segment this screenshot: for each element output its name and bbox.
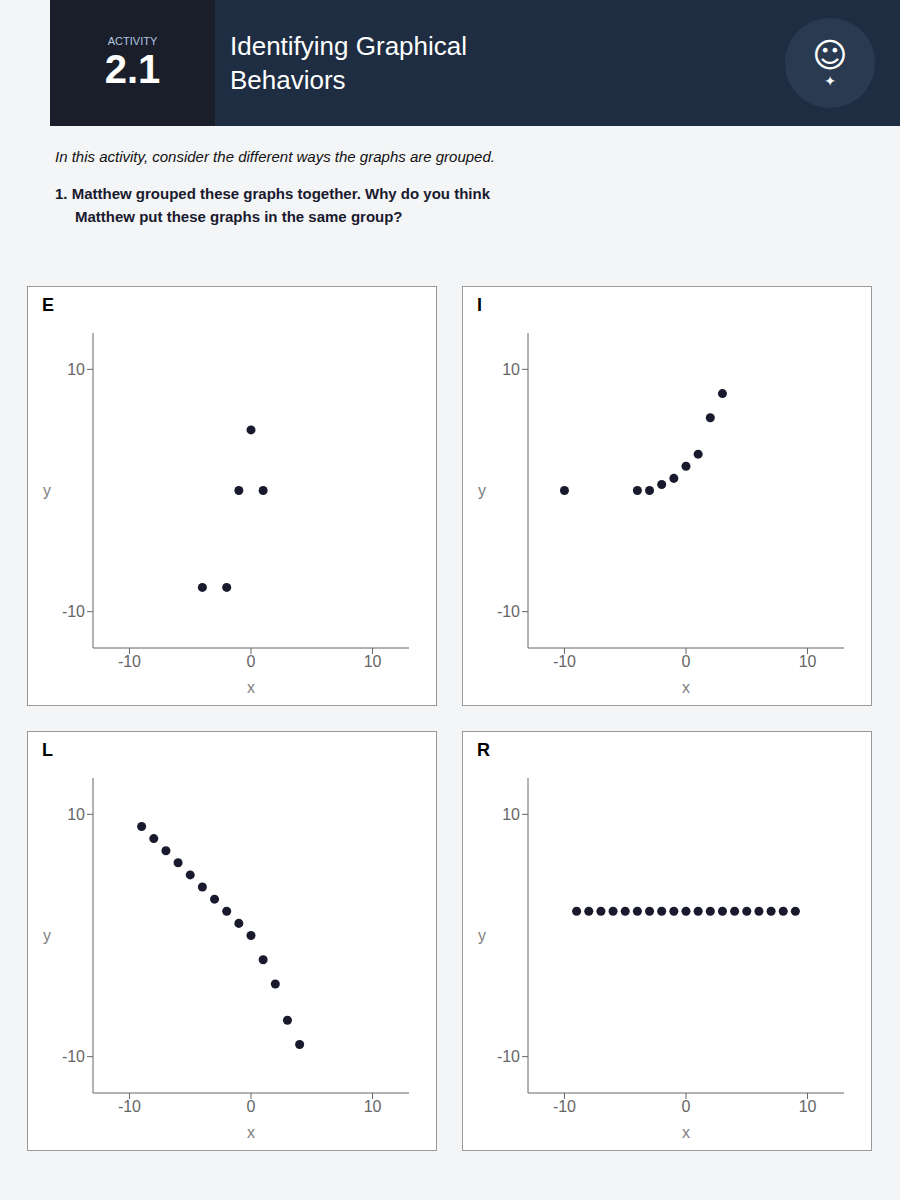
svg-text:10: 10 [67,806,85,823]
svg-text:y: y [478,482,486,499]
svg-text:x: x [682,1124,690,1141]
html-text:Behaviors: Behaviors [230,65,346,95]
svg-text:-10: -10 [497,603,520,620]
html-text:1. Matthew grouped these graph: 1. Matthew grouped these graphs together… [55,185,490,202]
svg-text:x: x [682,679,690,696]
svg-text:0: 0 [247,653,256,670]
svg-text:x: x [247,679,255,696]
svg-text:-10: -10 [553,1098,576,1115]
svg-text:0: 0 [682,1098,691,1115]
svg-text:y: y [478,927,486,944]
html-text:In this activity, consider the: In this activity, consider the different… [55,148,495,165]
html-text:L: L [42,740,53,760]
html-text:I: I [477,295,482,315]
svg-text:y: y [43,482,51,499]
svg-text:-10: -10 [62,603,85,620]
html-text:R: R [477,740,490,760]
html-text:E: E [42,295,54,315]
svg-text:10: 10 [799,653,817,670]
html-text:ACTIVITY: ACTIVITY [107,34,158,47]
svg-text:10: 10 [799,1098,817,1115]
svg-text:-10: -10 [118,653,141,670]
svg-text:x: x [247,1124,255,1141]
svg-text:0: 0 [682,653,691,670]
svg-text:10: 10 [364,1098,382,1115]
html-text:Identifying Graphical: Identifying Graphical [230,31,467,61]
svg-text:y: y [43,927,51,944]
svg-text:-10: -10 [553,653,576,670]
svg-text:-10: -10 [497,1048,520,1065]
svg-text:-10: -10 [62,1048,85,1065]
svg-text:-10: -10 [118,1098,141,1115]
svg-text:10: 10 [364,653,382,670]
svg-text:10: 10 [67,361,85,378]
svg-text:0: 0 [247,1098,256,1115]
html-text:2.1: 2.1 [104,46,161,91]
svg-text:10: 10 [502,806,520,823]
html-text:Matthew put these graphs in th: Matthew put these graphs in the same gro… [75,208,403,225]
svg-text:10: 10 [502,361,520,378]
